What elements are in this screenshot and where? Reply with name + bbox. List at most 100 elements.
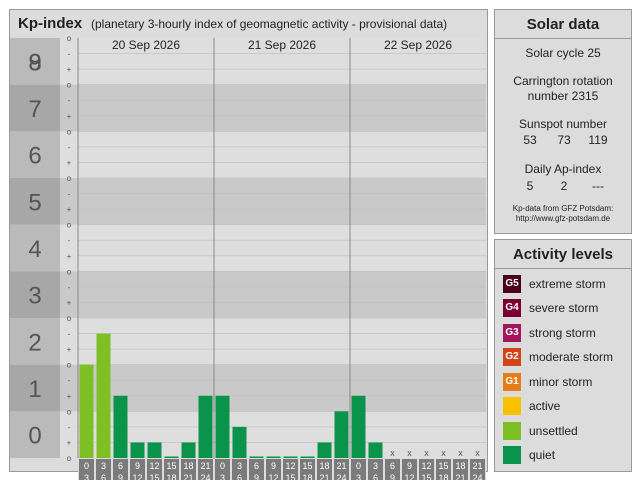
- kp-subtick-label: +: [67, 158, 72, 167]
- hour-label-box: [130, 459, 145, 480]
- kp-axis-band: [10, 178, 60, 225]
- kp-subtick-band: [60, 178, 78, 225]
- legend-label-quiet: quiet: [529, 448, 556, 462]
- hour-start-label: 18: [455, 461, 465, 471]
- kp-subtick-band: [60, 84, 78, 132]
- hour-end-label: 24: [200, 473, 210, 480]
- legend-label-strong-storm: strong storm: [529, 326, 596, 340]
- kp-bar: [283, 456, 298, 458]
- hour-end-label: 12: [404, 473, 414, 480]
- legend-label-minor-storm: minor storm: [529, 375, 593, 389]
- legend-label-severe-storm: severe storm: [529, 301, 599, 315]
- hour-start-label: 12: [149, 461, 159, 471]
- kp-axis-band: [10, 364, 60, 412]
- kp-subtick-band: [60, 271, 78, 318]
- kp-subtick-label: +: [67, 298, 72, 307]
- chart-title: Kp-index: [18, 15, 83, 32]
- kp-axis-band: [10, 224, 60, 272]
- legend-swatch-g5: G5: [503, 275, 521, 293]
- hour-label-box: [113, 459, 128, 480]
- day-label: 21 Sep 2026: [248, 38, 316, 52]
- hour-start-label: 0: [220, 461, 225, 471]
- ap-value-day1: 5: [526, 179, 534, 193]
- legend-swatch-quiet: [503, 446, 521, 464]
- kp-subtick-label: o: [67, 127, 72, 136]
- kp-subtick-label: +: [67, 392, 72, 401]
- hour-start-label: 3: [373, 461, 378, 471]
- hour-label-box: [79, 459, 94, 480]
- kp-subtick-label: -: [68, 330, 71, 339]
- hour-end-label: 6: [101, 473, 106, 480]
- kp-tick-label: 8: [28, 49, 41, 76]
- kp-band: [78, 364, 486, 412]
- kp-subtick-label: -: [68, 423, 71, 432]
- kp-axis-band: [10, 318, 60, 365]
- kp-subtick-label: o: [67, 81, 72, 90]
- kp-bar: [215, 395, 230, 458]
- daily-ap-title: Daily Ap-index: [524, 162, 602, 176]
- hour-label-box: [215, 459, 230, 480]
- hour-start-label: 6: [254, 461, 259, 471]
- legend-swatch-g4: G4: [503, 299, 521, 317]
- kp-subtick-label: +: [67, 112, 72, 121]
- kp-subtick-label: o: [67, 34, 72, 43]
- legend-label-active: active: [529, 399, 561, 413]
- hour-start-label: 0: [84, 461, 89, 471]
- kp-subtick-band: [60, 131, 78, 178]
- hour-label-box: [147, 459, 162, 480]
- day-header-band: [78, 38, 486, 52]
- sunspot-value-day3: 119: [588, 133, 608, 147]
- kp-tick-label: 7: [28, 96, 41, 123]
- hour-start-label: 12: [285, 461, 295, 471]
- hour-start-label: 21: [336, 461, 346, 471]
- kp-bar: [113, 395, 128, 458]
- activity-title-divider: [495, 268, 631, 269]
- hour-end-label: 9: [254, 473, 259, 480]
- legend-swatch-g2: G2: [503, 348, 521, 366]
- kp-tick-label: 1: [28, 376, 41, 403]
- kp-bar: [130, 442, 145, 458]
- hour-end-label: 21: [183, 473, 193, 480]
- kp-axis-band: [10, 131, 60, 178]
- hour-start-label: 15: [438, 461, 448, 471]
- legend-swatch-unsettled: [503, 422, 521, 440]
- hour-end-label: 12: [268, 473, 278, 480]
- kp-tick-label: 6: [28, 143, 41, 170]
- hour-end-label: 18: [302, 473, 312, 480]
- kp-band: [78, 178, 486, 225]
- kp-bar: [147, 442, 162, 458]
- kp-bar: [300, 456, 315, 458]
- legend-swatch-g3: G3: [503, 324, 521, 342]
- hour-label-box: [181, 459, 196, 480]
- kp-band: [78, 318, 486, 365]
- kp-bar: [266, 456, 281, 458]
- hour-end-label: 6: [373, 473, 378, 480]
- activity-levels-title: Activity levels: [512, 246, 614, 263]
- sunspot-values: 53 73 119: [513, 133, 615, 147]
- hour-end-label: 3: [220, 473, 225, 480]
- hour-label-box: [334, 459, 349, 480]
- kp-subtick-label: -: [68, 143, 71, 152]
- kp-bar: [249, 456, 264, 458]
- hour-start-label: 3: [101, 461, 106, 471]
- kp-subtick-label: -: [68, 236, 71, 245]
- hour-label-box: [249, 459, 264, 480]
- kp-subtick-label: +: [67, 438, 72, 447]
- kp-tick-label: 0: [28, 423, 41, 450]
- kp-bar: [351, 395, 366, 458]
- hour-start-label: 15: [302, 461, 312, 471]
- hour-end-label: 15: [285, 473, 295, 480]
- solar-data-title: Solar data: [526, 16, 600, 33]
- hour-end-label: 18: [166, 473, 176, 480]
- carrington-rotation-number: number 2315: [527, 89, 599, 103]
- hour-label-band: [78, 459, 486, 480]
- kp-subtick-label: o: [67, 314, 72, 323]
- hour-start-label: 21: [472, 461, 482, 471]
- kp-subtick-label: -: [68, 376, 71, 385]
- hour-end-label: 6: [237, 473, 242, 480]
- hour-label-box: [232, 459, 247, 480]
- kp-subtick-band: [60, 318, 78, 365]
- kp-tick-label: 9: [28, 49, 41, 76]
- kp-subtick-label: o: [67, 407, 72, 416]
- hour-start-label: 3: [237, 461, 242, 471]
